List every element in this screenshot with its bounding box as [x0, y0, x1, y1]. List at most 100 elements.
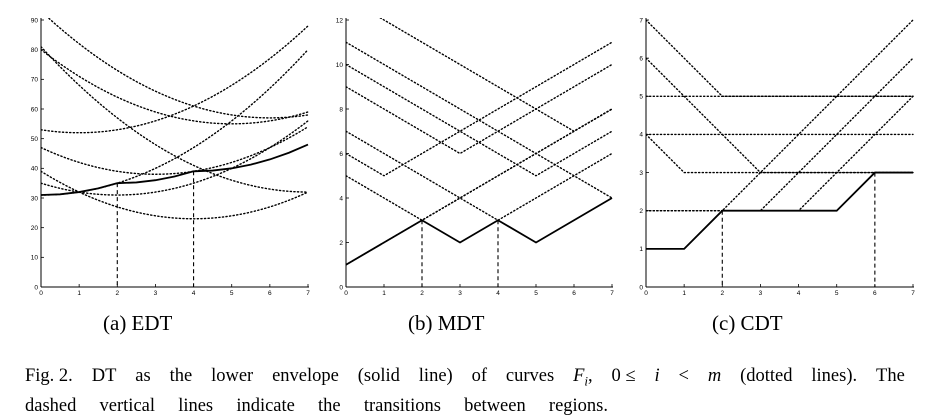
caption-line-2: dashed vertical lines indicate the trans… [25, 394, 608, 418]
caption-word: of [471, 366, 488, 386]
caption-word: regions. [548, 395, 608, 416]
dotted-curve-2 [346, 108, 613, 222]
x-tick-label: 4 [192, 290, 196, 297]
dotted-curve-5 [346, 63, 613, 177]
y-tick-label: 12 [336, 17, 344, 24]
x-tick-label: 7 [306, 290, 310, 297]
x-tick-label: 4 [797, 290, 801, 297]
caption-math-f: F [573, 366, 585, 386]
caption-word: between [464, 395, 526, 416]
y-tick-label: 0 [639, 284, 643, 291]
dotted-curve-5 [41, 48, 309, 125]
caption-line-1: Fig. 2. DT as the lower envelope (solid … [25, 364, 905, 394]
dotted-curve-6 [379, 18, 613, 133]
caption-word: the [169, 366, 193, 386]
caption-math-m: m [707, 366, 722, 386]
x-tick-label: 5 [835, 290, 839, 297]
x-tick-label: 3 [458, 290, 462, 297]
x-tick-label: 1 [382, 290, 386, 297]
dotted-curve-6 [646, 57, 914, 174]
x-tick-label: 0 [644, 290, 648, 297]
subcaption-cdt: (c) CDT [712, 311, 783, 335]
caption-math-i: i [584, 373, 589, 389]
y-tick-label: 2 [639, 208, 643, 215]
x-tick-label: 6 [873, 290, 877, 297]
y-tick-label: 50 [31, 136, 39, 143]
y-tick-label: 7 [639, 17, 643, 24]
caption-comma: , [588, 366, 593, 386]
dotted-curve-7 [646, 19, 914, 97]
y-tick-label: 90 [31, 17, 39, 24]
caption-word: The [876, 366, 905, 386]
x-tick-label: 3 [759, 290, 763, 297]
x-tick-label: 1 [77, 290, 81, 297]
dotted-curve-3 [41, 126, 309, 175]
dotted-curve-1 [41, 25, 309, 134]
y-tick-label: 5 [639, 94, 643, 101]
caption-math-i: i [654, 366, 660, 386]
subcaption-mdt: (b) MDT [408, 311, 485, 335]
y-tick-label: 10 [31, 255, 39, 262]
x-tick-label: 2 [115, 290, 119, 297]
caption-fig-label: Fig. 2. [25, 366, 73, 386]
envelope-line-mdt [345, 197, 613, 266]
y-tick-label: 60 [31, 106, 39, 113]
dotted-curve-6 [47, 18, 309, 119]
y-tick-label: 1 [639, 246, 643, 253]
dotted-curve-4 [41, 170, 309, 220]
envelope-line-cdt [646, 171, 913, 250]
caption-word: dashed [25, 395, 77, 416]
caption-word: the [318, 395, 341, 416]
x-tick-label: 1 [682, 290, 686, 297]
y-tick-label: 0 [34, 284, 38, 291]
x-tick-label: 0 [39, 290, 43, 297]
dotted-curve-7 [41, 46, 309, 193]
caption-word: (dotted [740, 366, 793, 386]
caption-word: indicate [236, 395, 295, 416]
y-tick-label: 0 [339, 284, 343, 291]
y-tick-label: 3 [639, 170, 643, 177]
caption-word: DT [91, 366, 117, 386]
dotted-curve-1 [346, 41, 613, 177]
x-tick-label: 2 [420, 290, 424, 297]
x-tick-label: 5 [534, 290, 538, 297]
x-tick-label: 3 [154, 290, 158, 297]
dotted-curve-7 [346, 41, 613, 199]
caption-word: as [135, 366, 151, 386]
caption-math: Fi, [573, 364, 593, 394]
y-tick-label: 70 [31, 77, 39, 84]
x-tick-label: 6 [268, 290, 272, 297]
x-tick-label: 4 [496, 290, 500, 297]
x-tick-label: 7 [911, 290, 915, 297]
caption-word: envelope [272, 366, 339, 386]
figure-caption: Fig. 2. DT as the lower envelope (solid … [25, 364, 905, 418]
caption-word: curves [505, 366, 555, 386]
y-tick-label: 10 [336, 62, 344, 69]
x-tick-label: 0 [344, 290, 348, 297]
caption-word: < [678, 366, 689, 386]
y-tick-label: 30 [31, 195, 39, 202]
y-tick-label: 4 [639, 132, 643, 139]
caption-word: vertical [99, 395, 156, 416]
y-tick-label: 80 [31, 47, 39, 54]
y-tick-label: 6 [339, 151, 343, 158]
x-tick-label: 2 [720, 290, 724, 297]
caption-word: 0 ≤ [611, 366, 636, 386]
subcaption-edt: (a) EDT [103, 311, 173, 335]
caption-word: transitions [363, 395, 441, 416]
caption-word: lower [211, 366, 254, 386]
y-tick-label: 40 [31, 166, 39, 173]
dotted-curve-4 [346, 130, 613, 222]
y-tick-label: 20 [31, 225, 39, 232]
y-tick-label: 4 [339, 195, 343, 202]
caption-word: line) [418, 366, 453, 386]
y-tick-label: 6 [639, 55, 643, 62]
x-tick-label: 6 [572, 290, 576, 297]
x-tick-label: 7 [610, 290, 614, 297]
envelope-line-edt [40, 143, 309, 196]
dotted-curve-2 [41, 120, 309, 196]
caption-word: lines [178, 395, 214, 416]
